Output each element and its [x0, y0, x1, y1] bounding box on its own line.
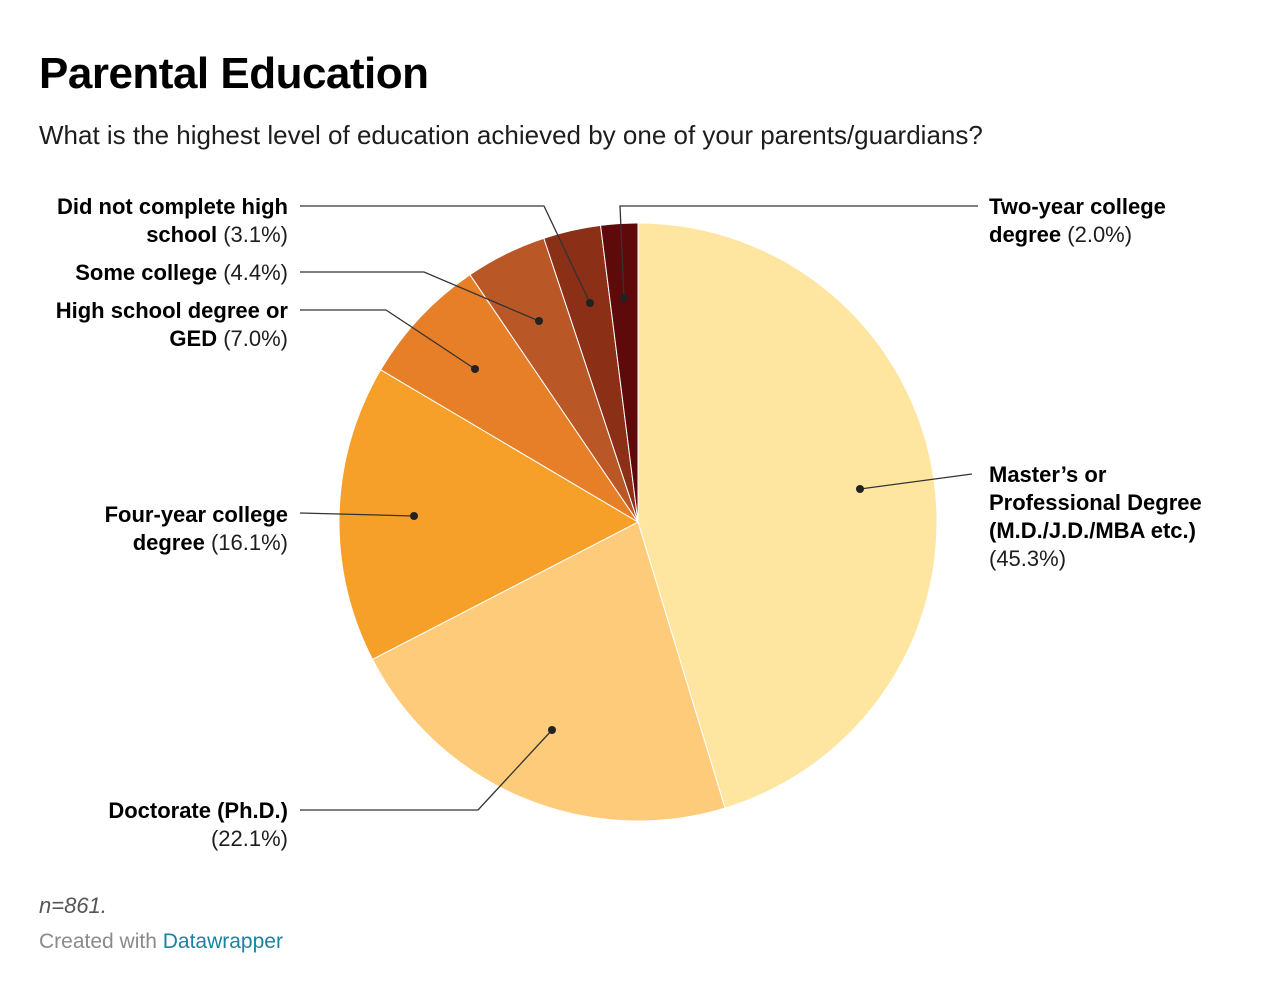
- slice-percent-6: (2.0%): [1067, 222, 1132, 247]
- slice-label-2: Four-year college degree (16.1%): [105, 502, 288, 555]
- slice-percent-1: (22.1%): [211, 826, 288, 851]
- slice-percent-0: (45.3%): [989, 546, 1066, 571]
- leader-dot-4: [535, 317, 543, 325]
- leader-line-0: [859, 473, 973, 490]
- leader-line-4: [300, 271, 540, 322]
- leader-line-1: [300, 729, 553, 811]
- slice-percent-2: (16.1%): [211, 530, 288, 555]
- leader-dot-3: [471, 365, 479, 373]
- pie-slice-6[interactable]: [599, 222, 639, 523]
- leader-dot-0: [856, 485, 864, 493]
- leader-dot-5: [586, 299, 594, 307]
- chart-subtitle: What is the highest level of education a…: [39, 120, 983, 150]
- pie-slice-1[interactable]: [371, 521, 726, 822]
- slice-label-6: Two-year college degree (2.0%): [989, 194, 1166, 247]
- pie-slice-0[interactable]: [637, 222, 938, 809]
- leader-dot-1: [548, 726, 556, 734]
- slice-label-0: Master’s or Professional Degree (M.D./J.D.…: [989, 462, 1202, 571]
- slice-label-4: Some college (4.4%): [75, 260, 288, 285]
- pie-slice-3[interactable]: [379, 274, 639, 523]
- pie-leader-lines: [299, 205, 978, 811]
- slice-percent-4: (4.4%): [223, 260, 288, 285]
- leader-dot-6: [620, 294, 628, 302]
- leader-line-5: [300, 205, 591, 304]
- leader-dot-2: [410, 512, 418, 520]
- datawrapper-link[interactable]: Datawrapper: [162, 930, 283, 953]
- pie-chart: Master’s or Professional Degree (M.D./J.D.…: [56, 194, 1202, 851]
- slice-label-1: Doctorate (Ph.D.) (22.1%): [108, 798, 288, 851]
- credit-line: Created with Datawrapper: [39, 930, 283, 954]
- leader-line-3: [300, 309, 476, 370]
- chart-title: Parental Education: [39, 49, 429, 98]
- slice-percent-3: (7.0%): [223, 326, 288, 351]
- footnote: n=861.: [39, 893, 107, 918]
- slice-label-3: High school degree or GED (7.0%): [56, 298, 289, 351]
- slice-percent-5: (3.1%): [223, 222, 288, 247]
- credit-prefix: Created with: [39, 930, 163, 953]
- leader-line-2: [299, 512, 415, 517]
- pie-slices: [338, 222, 938, 822]
- leader-line-6: [619, 205, 978, 299]
- slice-label-5: Did not complete high school (3.1%): [57, 194, 288, 247]
- pie-labels: Master’s or Professional Degree (M.D./J.D.…: [56, 194, 1202, 851]
